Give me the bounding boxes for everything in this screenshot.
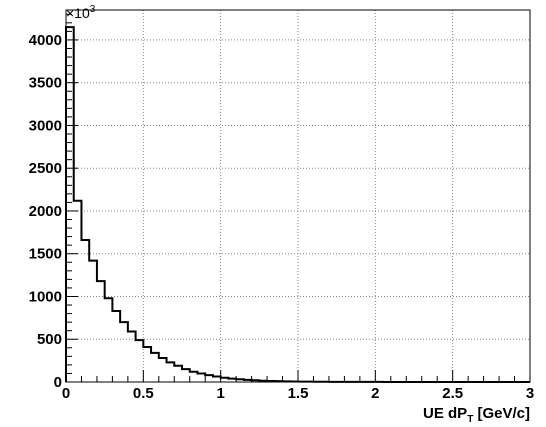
x-tick-label: 2 [371, 385, 379, 402]
y-tick-label: 1500 [29, 246, 62, 263]
x-tick-label: 3 [526, 385, 534, 402]
x-tick-label: 0.5 [133, 385, 154, 402]
axis-ticks [65, 13, 531, 383]
y-tick-label: 3000 [29, 117, 62, 134]
x-tick-label: 0 [62, 385, 70, 402]
y-tick-label: 2000 [29, 203, 62, 220]
y-axis-multiplier: ×103 [66, 4, 96, 21]
x-tick-label: 2.5 [442, 385, 463, 402]
y-tick-label: 4000 [29, 32, 62, 49]
y-tick-label: 0 [54, 374, 62, 391]
y-tick-label: 3500 [29, 75, 62, 92]
x-tick-label: 1 [216, 385, 224, 402]
y-tick-label: 1000 [29, 288, 62, 305]
grid-lines [66, 10, 530, 382]
y-tick-label: 2500 [29, 160, 62, 177]
x-axis-title: UE dPT [GeV/c] [423, 405, 530, 425]
x-tick-label: 1.5 [288, 385, 309, 402]
y-tick-label: 500 [37, 331, 62, 348]
tick-labels: 0 0.5 1 1.5 2 2.5 3 0 500 1000 1500 2000 2500 3000 350… [29, 32, 535, 402]
